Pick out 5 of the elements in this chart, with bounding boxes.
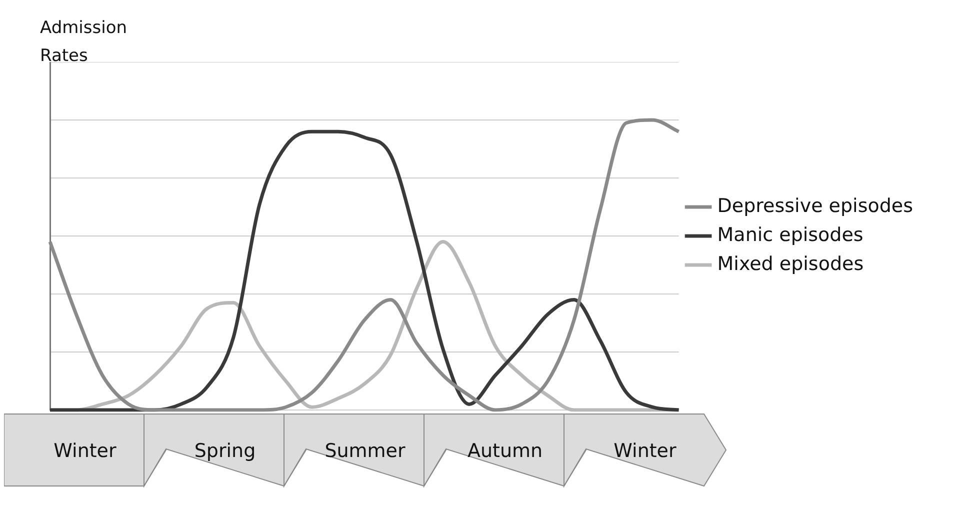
- season-chevrons: Winter Spring Summer Autumn Winter: [4, 412, 734, 492]
- y-axis-title: Admission Rates: [40, 17, 128, 68]
- legend-label: Manic episodes: [717, 224, 864, 246]
- legend-label: Mixed episodes: [717, 252, 864, 275]
- legend-label: Depressive episodes: [717, 194, 914, 217]
